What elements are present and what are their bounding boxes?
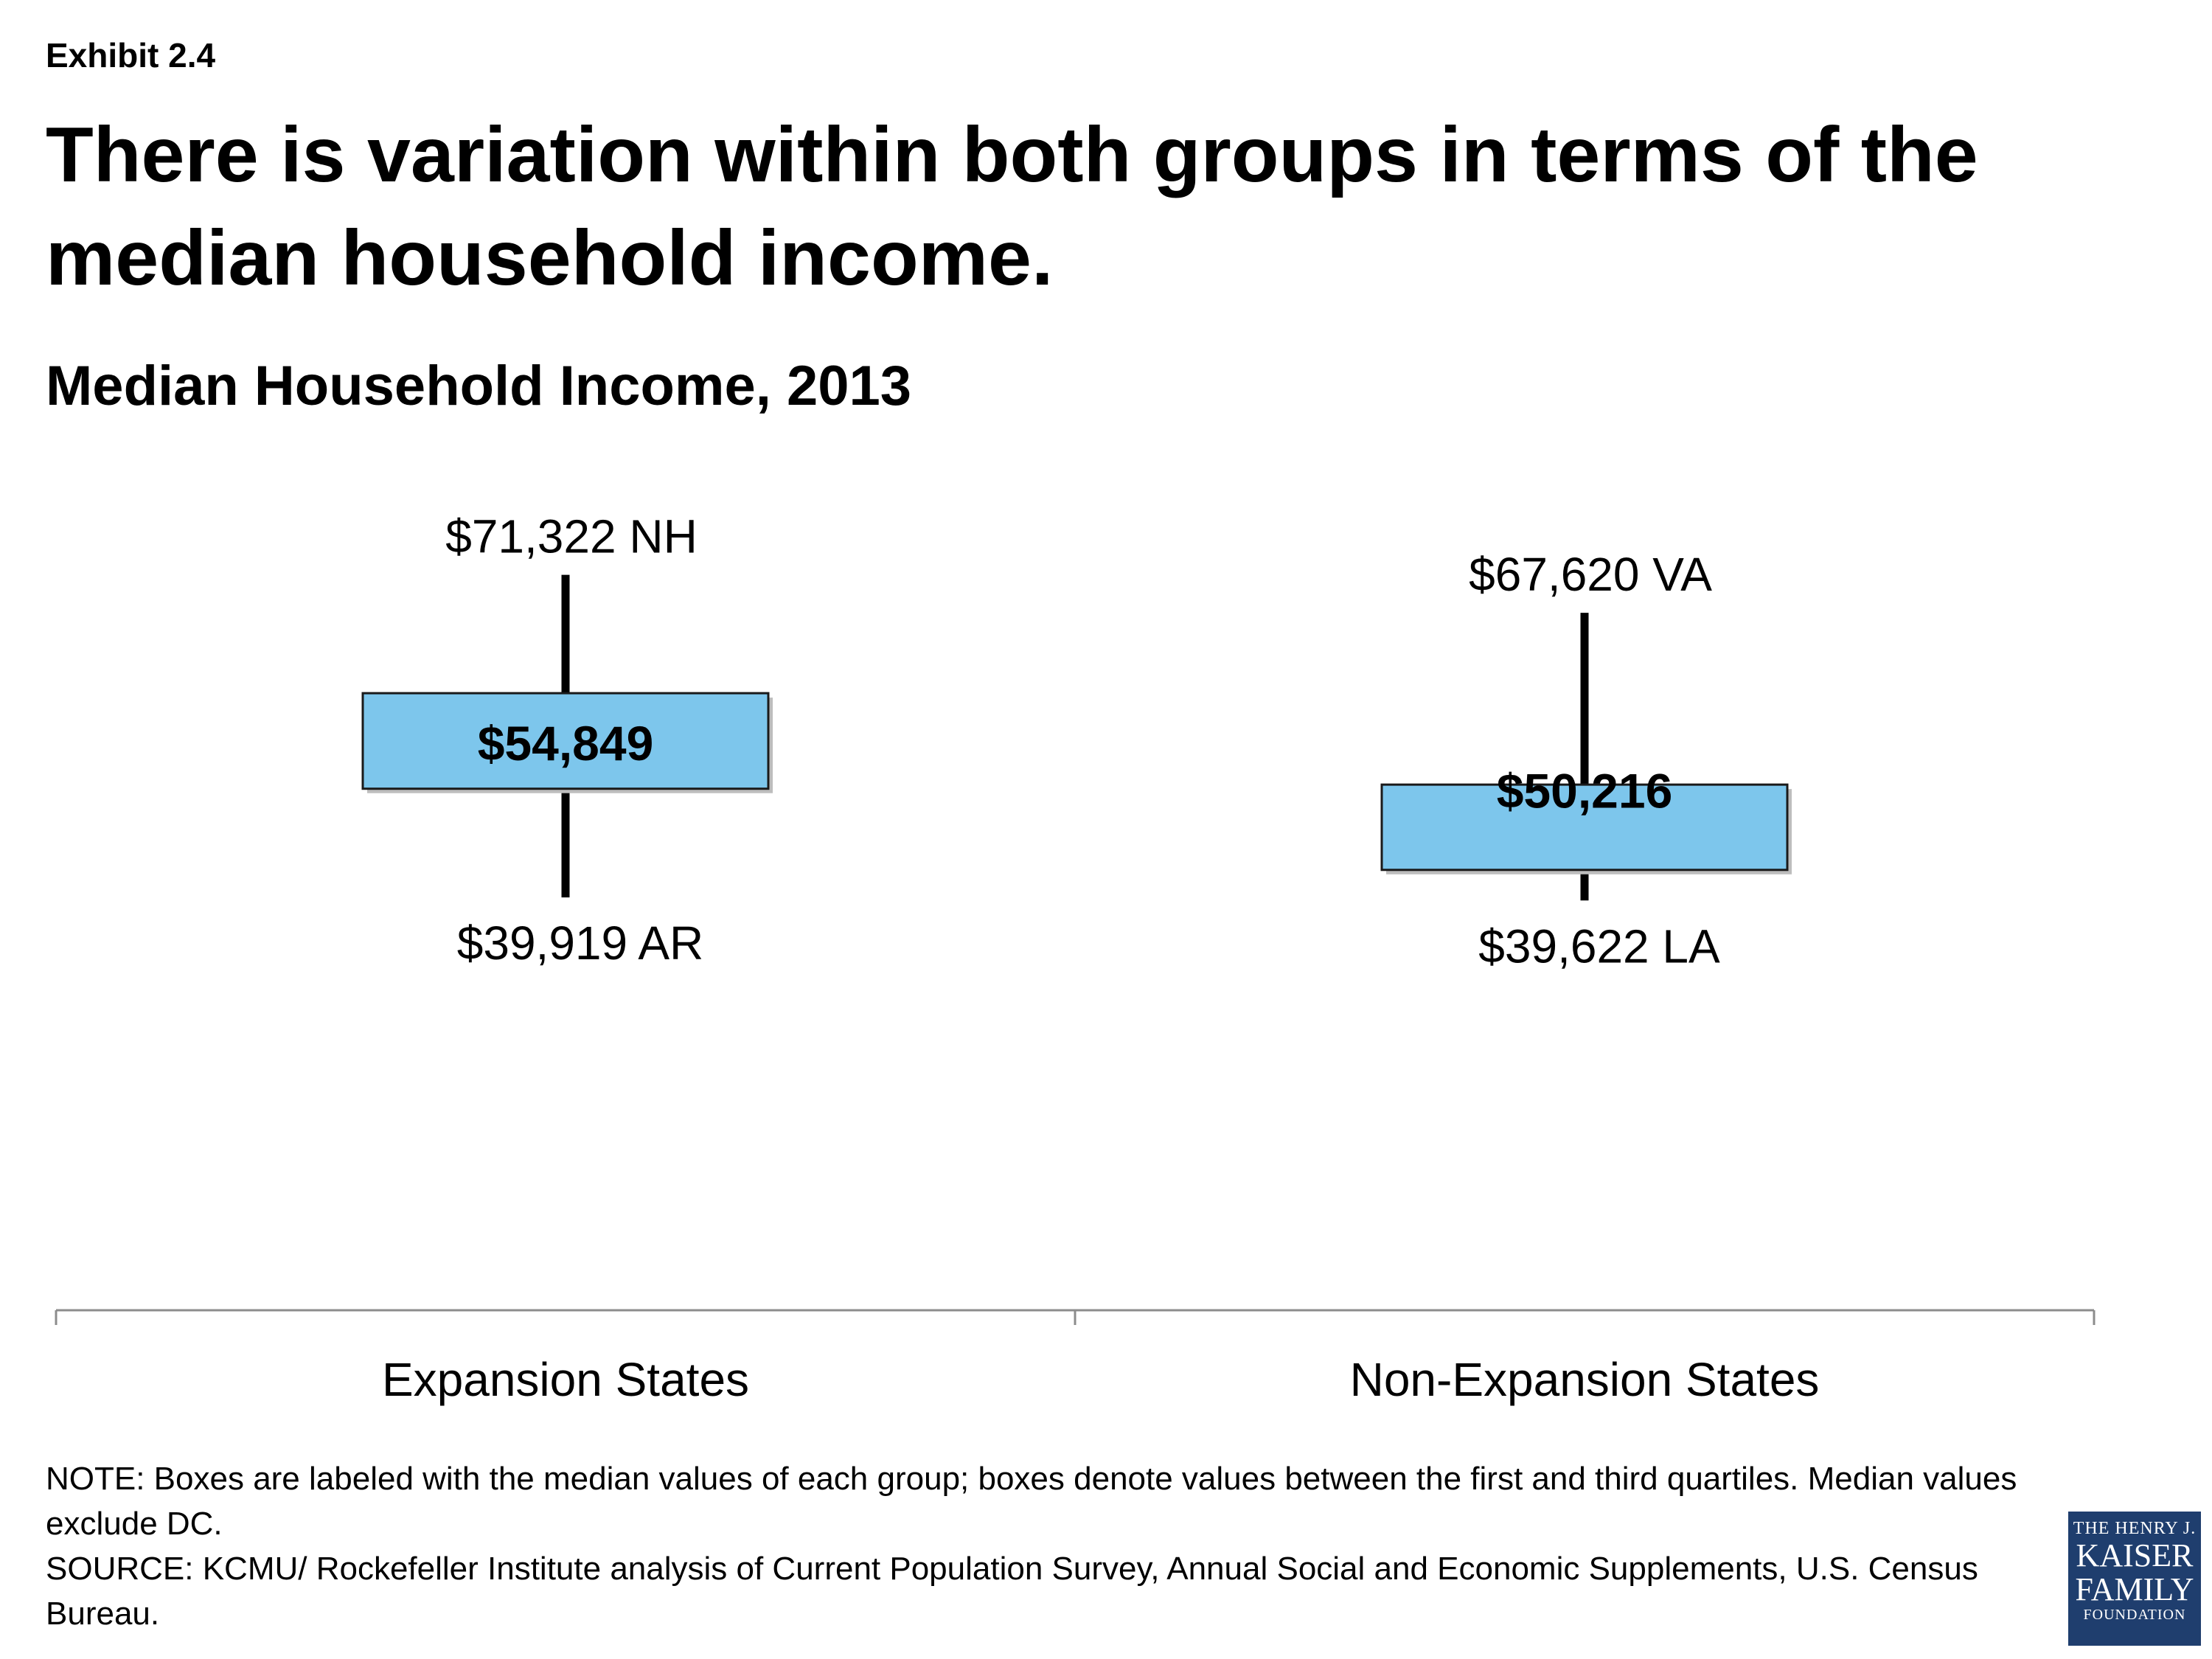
source-text: SOURCE: KCMU/ Rockefeller Institute anal… [46, 1551, 1978, 1632]
max-label: $67,620 VA [1469, 548, 1712, 601]
max-label: $71,322 NH [445, 510, 698, 563]
exhibit-label: Exhibit 2.4 [46, 36, 216, 74]
category-label: Expansion States [382, 1353, 749, 1406]
box-chart: $54,849 $71,322 NH $39,919 AR Expansion Sta… [55, 510, 2096, 1406]
logo-line-2: KAISER [2076, 1537, 2194, 1573]
min-label: $39,919 AR [457, 917, 704, 970]
logo-line-1: THE HENRY J. [2073, 1519, 2197, 1538]
note-text: NOTE: Boxes are labeled with the median … [46, 1461, 2017, 1542]
headline: There is variation within both groups in… [46, 111, 1978, 302]
min-label: $39,622 LA [1478, 919, 1720, 973]
iqr-box [1380, 783, 1789, 872]
median-label: $54,849 [478, 716, 654, 771]
category-label: Non-Expansion States [1350, 1353, 1820, 1406]
logo-line-3: FAMILY [2075, 1571, 2194, 1607]
kff-logo: THE HENRY J. KAISER FAMILY FOUNDATION [2068, 1512, 2201, 1646]
logo-line-4: FOUNDATION [2083, 1607, 2186, 1623]
chart-title: Median Household Income, 2013 [46, 355, 912, 417]
iqr-box [361, 692, 770, 790]
median-label: $50,216 [1497, 764, 1673, 818]
footnotes: NOTE: Boxes are labeled with the median … [46, 1456, 2037, 1636]
